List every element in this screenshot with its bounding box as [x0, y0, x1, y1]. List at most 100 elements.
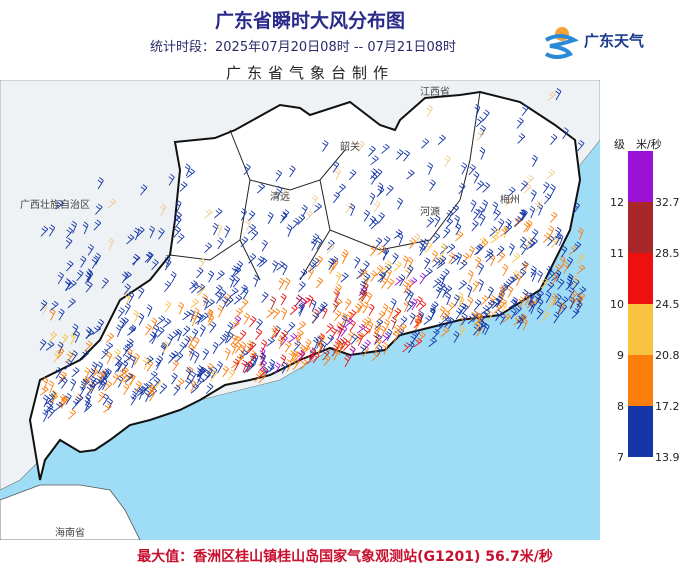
legend-band-8 [628, 355, 653, 406]
wind-barb [184, 335, 191, 348]
wind-barb [301, 297, 310, 307]
wind-barb [89, 381, 96, 395]
wind-barb [502, 263, 509, 277]
wind-barb [184, 163, 191, 177]
wind-barb [485, 251, 494, 263]
wind-barb [474, 244, 483, 256]
wind-barb [330, 327, 337, 340]
wind-barb [87, 243, 95, 256]
wind-barb [434, 215, 441, 228]
wind-barb [65, 260, 74, 272]
wind-barb [116, 324, 122, 337]
wind-barb [515, 273, 522, 287]
wind-barb [383, 235, 391, 248]
wind-barb [72, 398, 80, 410]
wind-barb [492, 201, 499, 214]
wind-barb [313, 203, 322, 213]
wind-barb [219, 289, 227, 301]
wind-barb [84, 340, 93, 352]
wind-barb [224, 347, 231, 361]
wind-barb [256, 183, 266, 194]
wind-barb [349, 203, 356, 216]
wind-barb [227, 321, 234, 334]
wind-barb [153, 324, 160, 337]
wind-barb [267, 211, 274, 225]
wind-barb [440, 326, 450, 337]
wind-barb [332, 191, 341, 204]
wind-barb [68, 280, 77, 290]
wind-barb [182, 310, 191, 321]
wind-barb [341, 312, 348, 325]
wind-barb [94, 252, 101, 265]
wind-barb [362, 326, 371, 338]
wind-barb [204, 242, 213, 254]
wind-barb [174, 211, 182, 223]
wind-barb [473, 324, 481, 336]
wind-barb [446, 243, 456, 254]
wind-barb [551, 236, 559, 249]
wind-barb [409, 312, 416, 325]
wind-barb [498, 290, 505, 304]
wind-barb [334, 310, 342, 322]
wind-barb [40, 299, 48, 312]
wind-barb [150, 331, 157, 345]
wind-barb [542, 181, 550, 194]
wind-barb [531, 228, 539, 241]
wind-barb [39, 385, 49, 396]
wind-barb [415, 296, 423, 308]
wind-barb [518, 296, 525, 309]
wind-barb [178, 301, 185, 315]
wind-barb [240, 284, 248, 296]
legend-speed: 20.8 [655, 349, 680, 362]
wind-barb [478, 318, 485, 332]
wind-barb [456, 252, 463, 265]
wind-barb [406, 169, 415, 180]
wind-barb [255, 328, 263, 340]
wind-barb [431, 328, 440, 340]
wind-barb [48, 331, 58, 342]
wind-barb [91, 256, 98, 269]
wind-barb [156, 327, 165, 338]
wind-barb [549, 184, 556, 197]
wind-barb [266, 337, 275, 347]
wind-barb [444, 155, 451, 168]
wind-barb [565, 279, 574, 291]
wind-barb [509, 274, 519, 285]
wind-barb [553, 311, 560, 324]
wind-barb [189, 370, 197, 384]
wind-barb [418, 300, 427, 312]
wind-barb [311, 257, 320, 268]
wind-barb [457, 292, 464, 305]
wind-barb [297, 214, 306, 225]
wind-barb [349, 345, 356, 359]
legend-level: 10 [610, 298, 624, 311]
legend-unit-header: 米/秒 [636, 138, 662, 151]
wind-barb [348, 169, 357, 181]
wind-barb [458, 279, 467, 290]
wind-barb [467, 269, 474, 283]
wind-barb [392, 307, 402, 319]
wind-barb [507, 186, 516, 197]
wind-barb [250, 229, 259, 241]
wind-barb [76, 269, 84, 282]
wind-barb [562, 127, 569, 139]
wind-barb [340, 272, 349, 283]
wind-barb [399, 274, 406, 287]
wind-barb [366, 291, 373, 304]
wind-barb [280, 329, 289, 341]
wind-barb [331, 344, 338, 357]
wind-barb [274, 361, 281, 374]
wind-barb [188, 348, 195, 361]
producer-label: 广东省气象台制作 [225, 64, 394, 82]
wind-barb [294, 295, 303, 306]
wind-barb [258, 257, 268, 268]
wind-barb [265, 364, 275, 374]
legend-level: 8 [617, 400, 624, 413]
wind-barb [57, 272, 64, 285]
wind-barb [508, 243, 515, 256]
wind-barb [179, 341, 186, 354]
wind-barb [377, 245, 386, 256]
wind-barb [432, 257, 441, 268]
wind-barb [74, 330, 81, 343]
wind-barb [288, 350, 296, 363]
